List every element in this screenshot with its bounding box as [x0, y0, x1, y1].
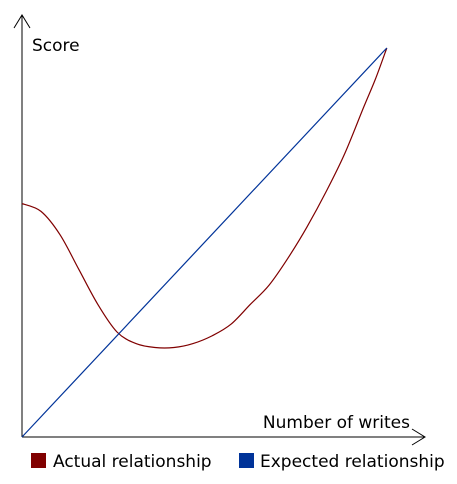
legend-label-expected: Expected relationship: [260, 452, 445, 472]
legend: Actual relationship Expected relationshi…: [31, 452, 445, 472]
series-line-expected: [21, 47, 388, 438]
legend-swatch-expected: [239, 453, 254, 468]
x-axis-arrowhead: [411, 428, 426, 446]
x-axis-label: Number of writes: [263, 413, 410, 433]
legend-label-actual: Actual relationship: [53, 452, 212, 472]
y-axis-arrowhead: [13, 14, 31, 29]
y-axis-label: Score: [32, 36, 80, 56]
series-line-actual: [21, 47, 388, 349]
legend-swatch-actual: [31, 453, 46, 468]
series-layer: [21, 47, 388, 438]
